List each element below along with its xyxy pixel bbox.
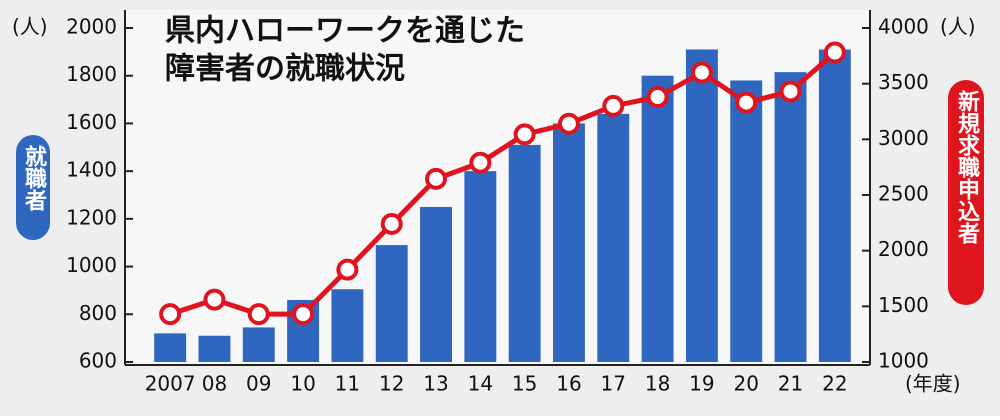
x-tick-label: 16 <box>556 372 581 396</box>
bar <box>420 206 452 362</box>
bar <box>198 335 231 362</box>
bar <box>730 80 763 362</box>
bar <box>685 49 718 362</box>
point <box>380 212 403 235</box>
y2-tick-label: 3000 <box>878 126 929 150</box>
y-tick-label: 1200 <box>66 205 117 229</box>
x-tick-label: 18 <box>645 372 670 396</box>
y2-tick-label: 1000 <box>878 349 929 373</box>
point <box>203 288 226 311</box>
x-tick-label: 19 <box>689 372 714 396</box>
x-tick-label: 2007 <box>145 372 196 396</box>
point <box>513 123 536 146</box>
y-tick-label: 1400 <box>66 158 117 182</box>
y2-tick-label: 3500 <box>878 70 929 94</box>
bar <box>597 113 630 362</box>
x-tick-label: 09 <box>246 372 271 396</box>
bar <box>553 123 585 362</box>
x-tick-label: 10 <box>290 372 315 396</box>
x-tick-label: 22 <box>822 372 847 396</box>
point <box>336 258 359 281</box>
x-tick-label: 14 <box>468 372 493 396</box>
point <box>159 303 182 326</box>
y2-label: 新規求職申込者 <box>954 89 981 245</box>
y-tick-label: 1600 <box>66 110 117 134</box>
bar <box>641 75 674 362</box>
point <box>557 112 580 135</box>
line <box>169 50 837 317</box>
x-tick-label: 12 <box>379 372 404 396</box>
bar <box>331 289 364 362</box>
y-tick-label: 2000 <box>66 15 117 39</box>
bar <box>375 245 408 362</box>
x-label: (年度) <box>905 372 961 396</box>
y-label-pill <box>16 135 50 240</box>
y-tick-label: 800 <box>79 301 117 325</box>
x-tick-label: 13 <box>423 372 448 396</box>
point <box>779 80 802 103</box>
point <box>247 303 270 326</box>
point <box>823 41 846 64</box>
y2-label-pill <box>948 80 984 305</box>
chart-title: 県内ハローワークを通じた <box>165 14 525 49</box>
bar <box>774 72 807 362</box>
point <box>469 151 492 174</box>
bar <box>508 144 541 362</box>
y-label: 就職者 <box>21 144 48 212</box>
y2-tick-label: 2000 <box>878 237 929 261</box>
y2-unit: (人) <box>940 15 976 39</box>
bar <box>464 171 497 362</box>
y2-tick-label: 1500 <box>878 293 929 317</box>
x-tick-label: 20 <box>733 372 758 396</box>
point <box>735 91 758 114</box>
y-tick-label: 1800 <box>66 62 117 86</box>
y-unit: (人) <box>12 15 48 39</box>
point <box>292 303 315 326</box>
x-tick-label: 21 <box>778 372 803 396</box>
y2-tick-label: 4000 <box>878 15 929 39</box>
point <box>602 94 625 117</box>
point <box>690 61 713 84</box>
x-tick-label: 17 <box>601 372 626 396</box>
chart-title: 障害者の就職状況 <box>165 52 405 87</box>
y2-tick-label: 2500 <box>878 182 929 206</box>
x-tick-label: 08 <box>202 372 227 396</box>
y-tick-label: 1000 <box>66 253 117 277</box>
bar <box>818 49 851 362</box>
y-tick-label: 600 <box>79 349 117 373</box>
point <box>425 167 448 190</box>
bar <box>154 333 187 362</box>
bar <box>242 327 275 362</box>
point <box>646 86 669 109</box>
x-tick-label: 11 <box>335 372 360 396</box>
x-tick-label: 15 <box>512 372 537 396</box>
